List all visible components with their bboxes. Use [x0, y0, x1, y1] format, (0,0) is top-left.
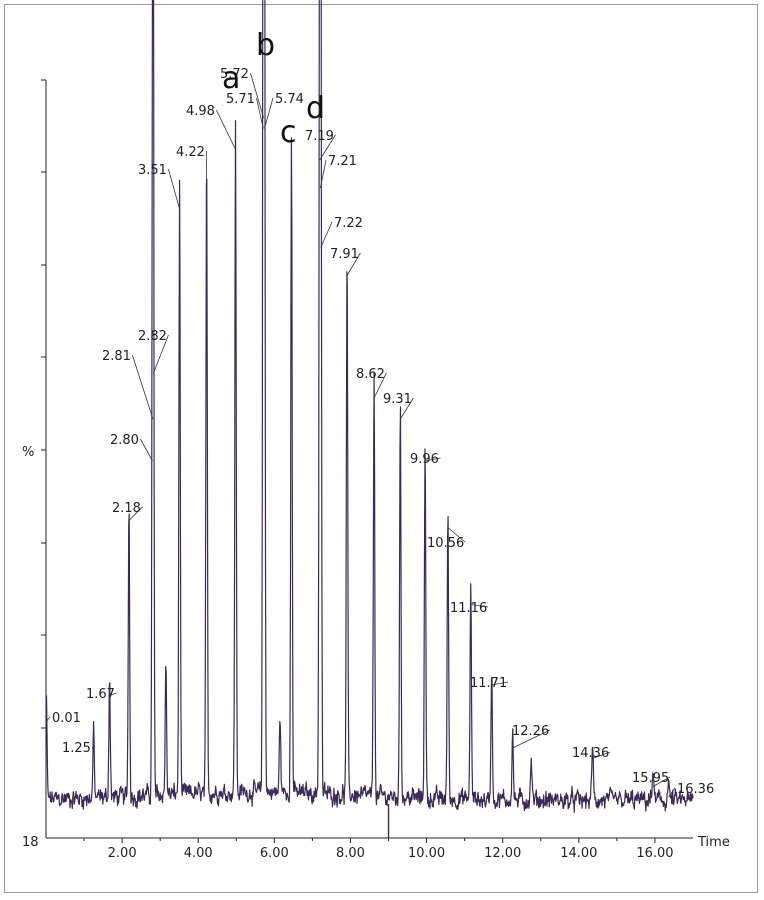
- peak-label-3-51: 3.51: [138, 163, 167, 178]
- peak-label-4-22: 4.22: [176, 145, 205, 160]
- annotation-d: d: [306, 91, 325, 126]
- peak-label-10-56: 10.56: [427, 536, 464, 551]
- peak-label-8-62: 8.62: [356, 367, 385, 382]
- peak-leader: [320, 159, 327, 189]
- annotation-c: c: [280, 115, 297, 150]
- peak-label-14-36: 14.36: [572, 746, 609, 761]
- peak-leader: [256, 97, 264, 129]
- x-tick-label: 8.00: [336, 846, 365, 861]
- peak-label-1-67: 1.67: [86, 687, 115, 702]
- peak-leader: [132, 354, 154, 420]
- x-tick-label: 16.00: [636, 846, 673, 861]
- peak-label-7-91: 7.91: [330, 247, 359, 262]
- peak-label-1-25: 1.25: [62, 741, 91, 756]
- peak-label-11-16: 11.16: [450, 601, 487, 616]
- peak-label-2-81: 2.81: [102, 349, 131, 364]
- peak-leader: [512, 729, 551, 749]
- peak-label-15-95: 15.95: [632, 771, 669, 786]
- annotation-a: a: [222, 61, 240, 96]
- peak-label-16-36: 16.36: [677, 782, 714, 797]
- x-tick-label: 12.00: [484, 846, 521, 861]
- peak-label-7-21: 7.21: [328, 154, 357, 169]
- peak-label-7-19: 7.19: [305, 129, 334, 144]
- peak-label-5-71: 5.71: [226, 92, 255, 107]
- peak-leader: [46, 716, 51, 722]
- peak-leader: [652, 776, 671, 787]
- peak-leader: [128, 506, 143, 521]
- peak-leader: [592, 751, 611, 759]
- x-tick-label: 4.00: [184, 846, 213, 861]
- peak-label-9-31: 9.31: [383, 392, 412, 407]
- peak-label-5-74: 5.74: [275, 92, 304, 107]
- peak-leader: [168, 168, 180, 210]
- peak-leader: [216, 109, 236, 150]
- annotation-b: b: [256, 28, 275, 63]
- peak-leader: [152, 334, 169, 374]
- peak-leader: [399, 397, 414, 420]
- chromatogram-trace: [45, 0, 694, 813]
- y-axis-label: %: [22, 445, 34, 460]
- peak-label-2-82: 2.82: [138, 329, 167, 344]
- x-tick-label: 14.00: [560, 846, 597, 861]
- peak-label-11-71: 11.71: [470, 676, 507, 691]
- peak-leader: [319, 134, 336, 161]
- peak-label-9-96: 9.96: [410, 452, 439, 467]
- peak-leader: [470, 604, 489, 608]
- x-tick-label: 2.00: [108, 846, 137, 861]
- peak-leader: [109, 692, 117, 696]
- peak-label-12-26: 12.26: [512, 724, 549, 739]
- peak-leader: [668, 787, 676, 798]
- peak-leader: [140, 438, 153, 462]
- peak-label-2-18: 2.18: [112, 501, 141, 516]
- x-tick-label: 6.00: [260, 846, 289, 861]
- peak-leader: [373, 372, 387, 399]
- peak-leader: [447, 527, 466, 543]
- peak-leader: [346, 252, 361, 276]
- peak-leader: [264, 97, 274, 129]
- peak-label-4-98: 4.98: [186, 104, 215, 119]
- peak-leader: [320, 221, 333, 248]
- chart-frame: [4, 4, 758, 893]
- y-axis-min-label: 18: [22, 835, 39, 850]
- peak-label-5-72: 5.72: [220, 67, 249, 82]
- peak-label-2-80: 2.80: [110, 433, 139, 448]
- peak-label-0-01: 0.01: [52, 711, 81, 726]
- peak-leader: [491, 681, 509, 686]
- x-axis-label: Time: [697, 835, 730, 850]
- peak-leader: [424, 457, 441, 462]
- peak-leader: [250, 72, 265, 119]
- peak-leader: [92, 746, 94, 752]
- peak-label-7-22: 7.22: [334, 216, 363, 231]
- x-tick-label: 10.00: [408, 846, 445, 861]
